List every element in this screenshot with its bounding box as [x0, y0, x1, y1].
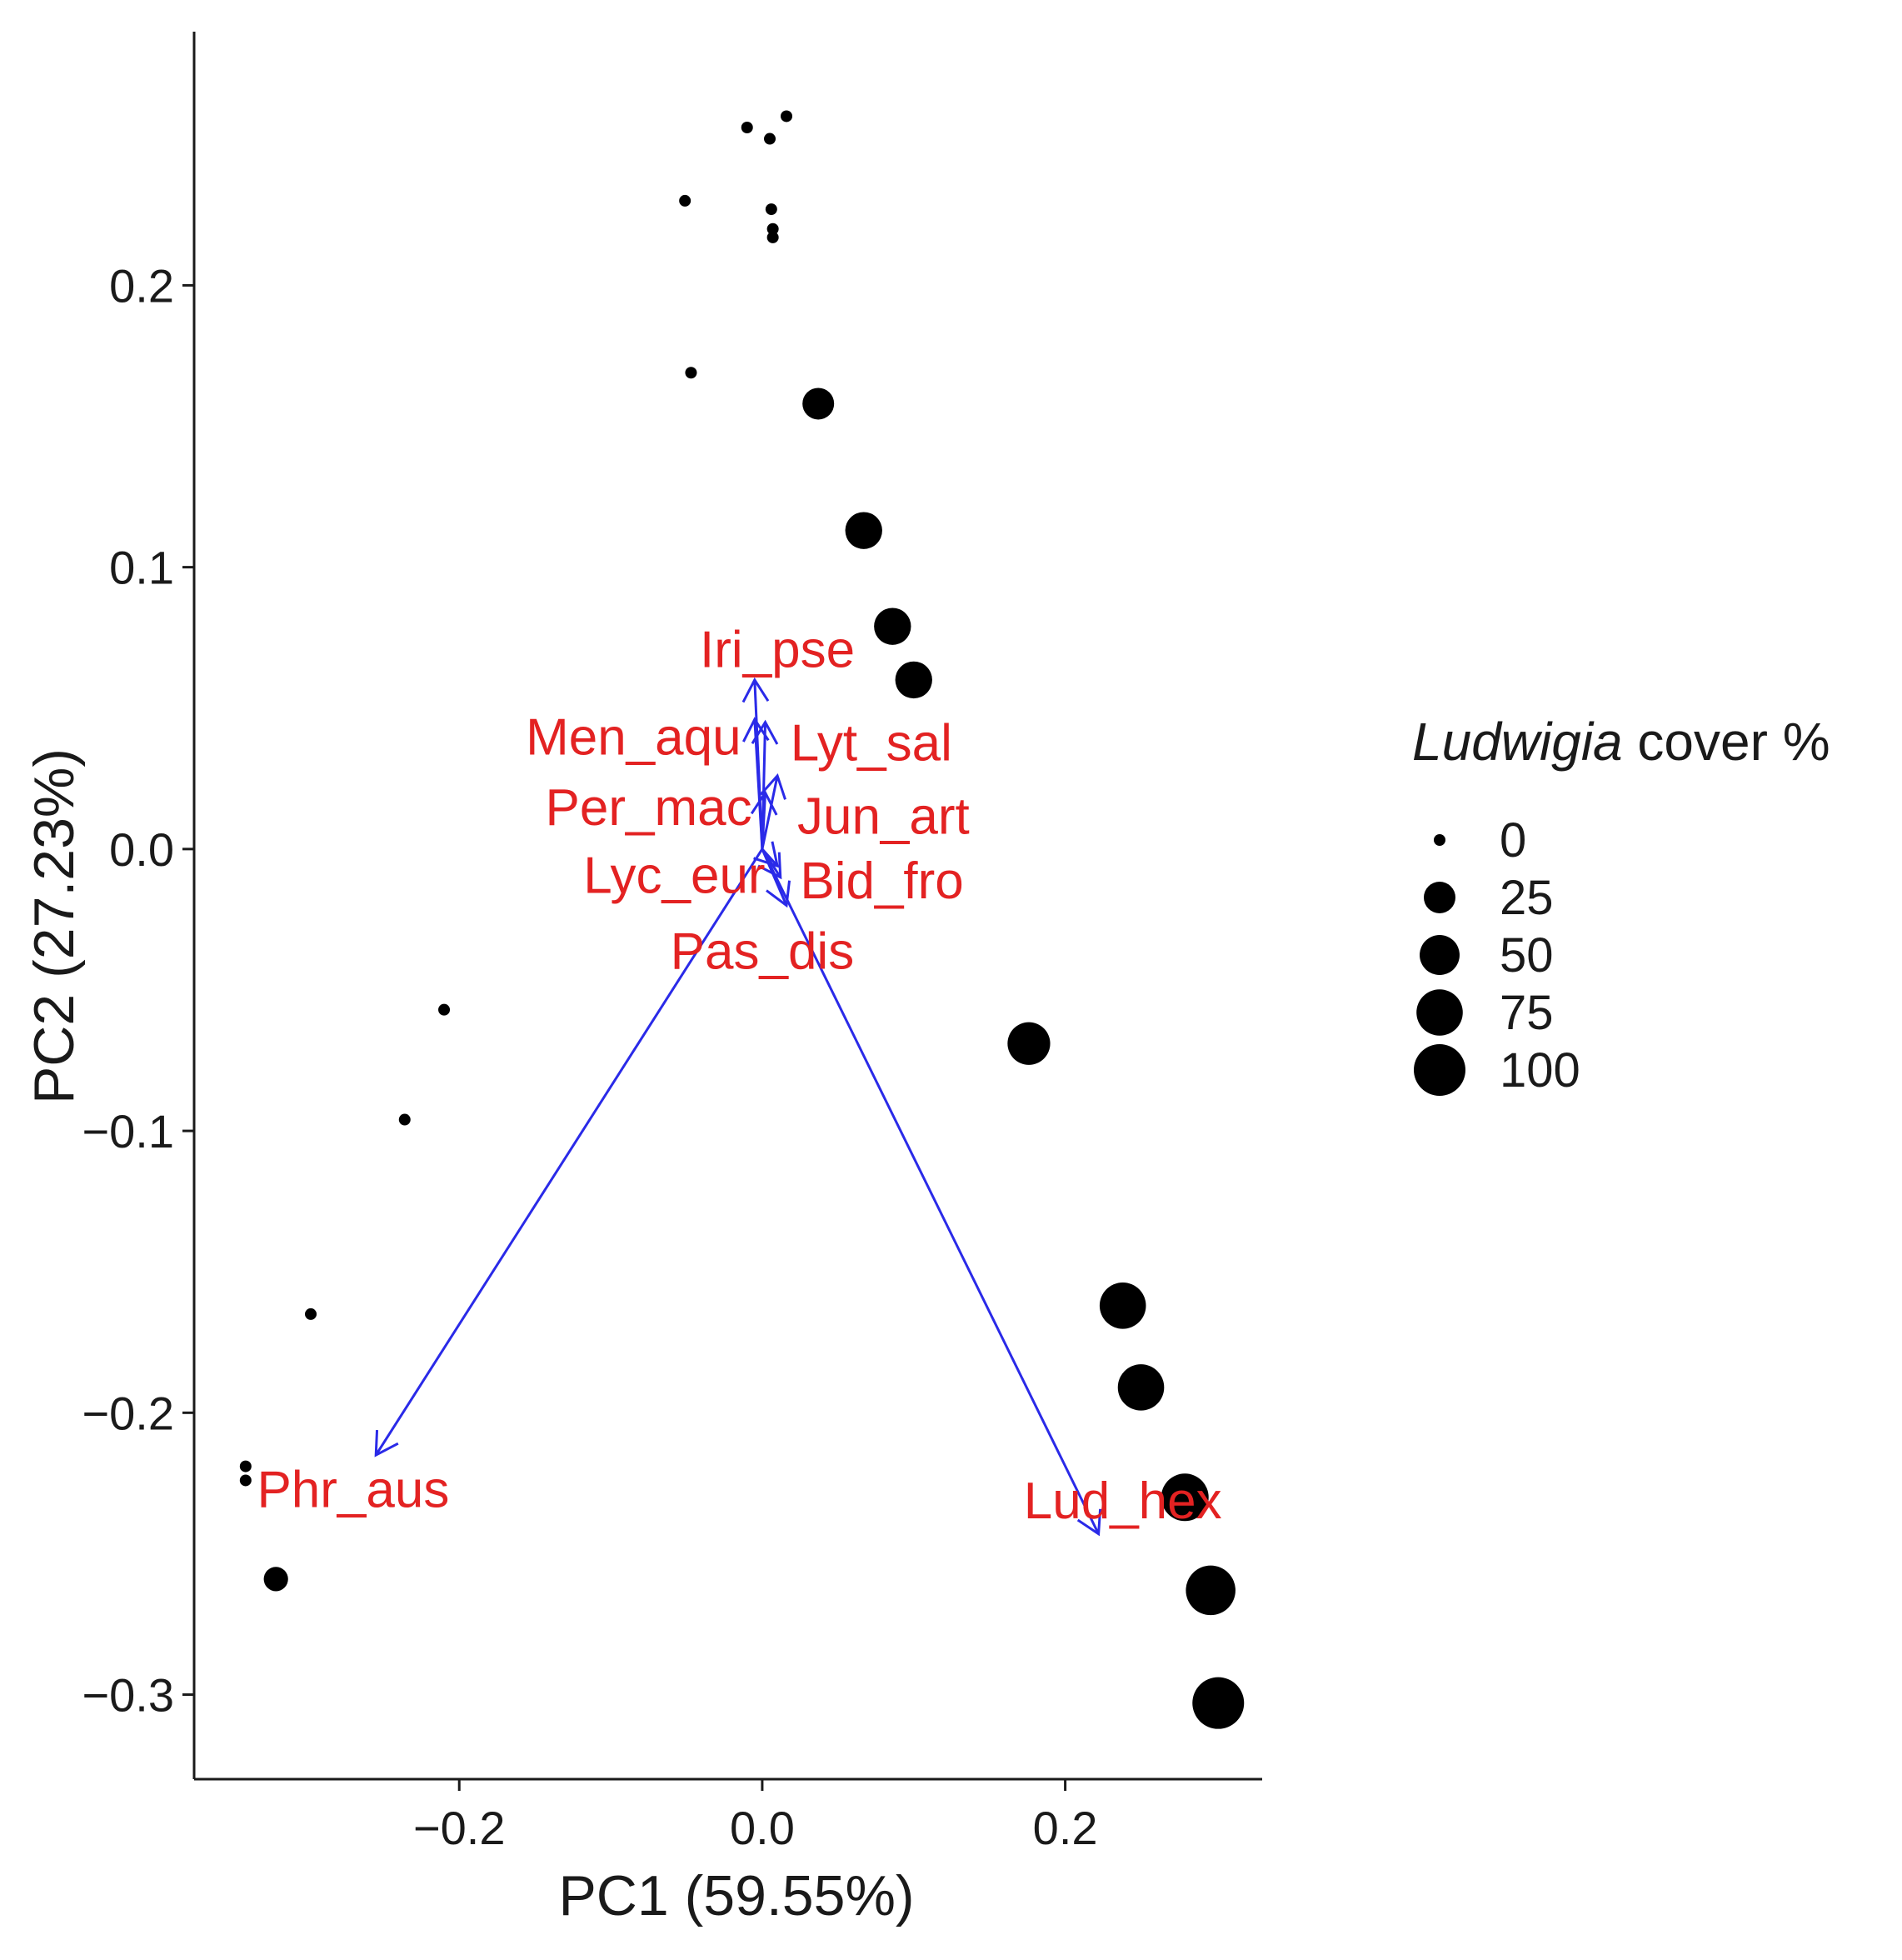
data-point [679, 194, 691, 207]
arrowhead [753, 841, 780, 868]
y-tick-label: −0.2 [82, 1387, 174, 1439]
y-tick-label: 0.1 [109, 542, 174, 594]
data-point [1099, 1282, 1146, 1329]
data-point [764, 132, 776, 145]
legend-key [1414, 1044, 1465, 1096]
vector-labels: Iri_pse Men_aqu Lyt_sal Per_mac Jun_art Lyc_e… [257, 622, 1221, 1530]
data-point [263, 1567, 288, 1592]
data-point [766, 222, 779, 235]
vector-label: Pas_dis [671, 923, 855, 981]
legend-key [1424, 882, 1455, 913]
arrowhead [374, 1430, 399, 1458]
x-axis-title: PC1 (59.55%) [558, 1864, 914, 1928]
vector-label: Phr_aus [257, 1462, 449, 1519]
legend-title: Ludwigia cover % [1412, 712, 1830, 772]
vector-shaft [374, 848, 764, 1456]
y-tick-label: 0.2 [109, 259, 174, 312]
vector-shaft [753, 719, 764, 849]
data-point [741, 121, 753, 133]
data-point [239, 1460, 252, 1472]
vector-label: Iri_pse [700, 622, 855, 679]
data-point [766, 231, 779, 243]
vector-label: Jun_art [797, 788, 970, 845]
arrowhead [751, 719, 779, 745]
data-point [781, 110, 793, 122]
data-point [1186, 1565, 1236, 1616]
legend-item: 25 [1424, 871, 1554, 925]
data-points [239, 110, 1245, 1729]
y-axis-title: PC2 (27.23%) [22, 748, 86, 1104]
data-point [1007, 1022, 1051, 1065]
y-tick-label: −0.1 [82, 1105, 174, 1158]
data-point [765, 203, 777, 216]
vector-label: Men_aqu [526, 709, 741, 767]
vector-arrow-phr-aus [374, 848, 764, 1458]
y-tick-label: 0.0 [109, 823, 174, 876]
y-tick-label: −0.3 [82, 1669, 174, 1722]
data-point [895, 661, 932, 699]
vector-shaft [761, 848, 1100, 1535]
legend-item: 0 [1434, 813, 1526, 868]
data-point [1161, 1473, 1209, 1522]
vector-label: Bid_fro [800, 852, 963, 910]
loading-vectors [374, 677, 1102, 1537]
legend-key [1434, 834, 1445, 846]
x-tick-label: 0.2 [1033, 1802, 1098, 1854]
data-point [845, 512, 882, 549]
vector-label: Lud_hex [1024, 1472, 1222, 1530]
legend-label: 75 [1500, 986, 1554, 1040]
data-point [874, 608, 911, 645]
legend-item: 100 [1414, 1043, 1580, 1098]
vector-label: Lyc_eur [583, 847, 765, 904]
legend-title-italic: Ludwigia [1412, 712, 1623, 772]
data-point [438, 1003, 451, 1016]
axes: −0.2 0.0 0.2 0.2 0.1 0.0 −0.1 −0.2 −0.3 PC1 (59.5… [22, 32, 1262, 1928]
arrowhead [741, 677, 770, 703]
vector-label: Lyt_sal [791, 714, 952, 772]
vector-label: Per_mac [545, 779, 751, 837]
legend-item: 50 [1420, 928, 1554, 982]
vector-arrow-per-mac [750, 790, 778, 849]
arrowhead [1076, 1508, 1102, 1537]
legend-label: 25 [1500, 871, 1554, 925]
data-point [398, 1113, 411, 1126]
vector-arrow-jun-art [760, 772, 786, 850]
data-point [1192, 1677, 1245, 1729]
data-point [1117, 1364, 1165, 1411]
legend-item: 75 [1416, 986, 1554, 1040]
x-tick-label: −0.2 [413, 1802, 506, 1854]
x-tick-label: 0.0 [730, 1802, 795, 1854]
arrowhead [766, 880, 791, 908]
data-point [305, 1308, 317, 1320]
data-point [802, 388, 835, 420]
arrowhead [757, 852, 782, 880]
arrowhead [750, 790, 778, 816]
data-point [685, 367, 697, 379]
legend-label: 50 [1500, 928, 1554, 982]
legend-key [1416, 989, 1463, 1036]
vector-shaft [761, 792, 767, 849]
data-point [239, 1474, 252, 1487]
legend-title-rest: cover % [1623, 712, 1830, 772]
legend-label: 100 [1500, 1043, 1580, 1098]
vector-shaft [761, 775, 779, 850]
arrowhead [760, 772, 786, 800]
legend-label: 0 [1500, 813, 1526, 868]
legend-key [1420, 935, 1460, 975]
vector-arrow-lud-hex [761, 848, 1102, 1537]
